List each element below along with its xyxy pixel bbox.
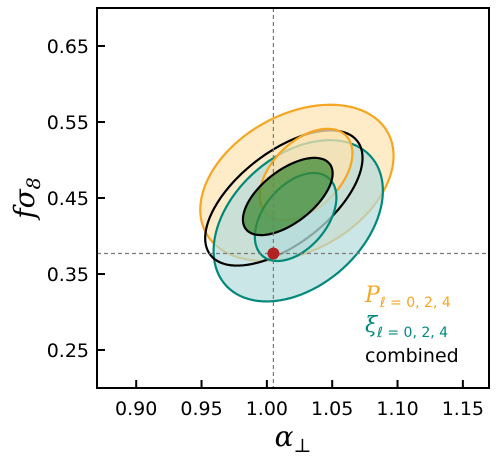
fiducial-point bbox=[267, 247, 280, 260]
y-tick-label: 0.65 bbox=[47, 36, 89, 58]
y-tick-label: 0.25 bbox=[47, 340, 89, 362]
reference-lines bbox=[97, 8, 489, 388]
y-tick-label: 0.45 bbox=[47, 188, 89, 210]
y-axis-label: fσ8 bbox=[8, 177, 45, 221]
legend-entry-2: combined bbox=[365, 345, 459, 367]
contour-1sigma-series-2 bbox=[241, 156, 334, 237]
x-tick-label: 0.95 bbox=[180, 398, 222, 420]
legend-entry-0: Pℓ = 0, 2, 4 bbox=[364, 283, 451, 311]
x-tick-label: 1.10 bbox=[376, 398, 418, 420]
x-axis-label: α⊥ bbox=[275, 420, 312, 456]
y-axis-ticks: 0.25 0.35 0.45 0.55 0.65 bbox=[47, 36, 105, 362]
contour-layer bbox=[199, 103, 395, 303]
x-tick-label: 0.90 bbox=[115, 398, 157, 420]
y-tick-label: 0.55 bbox=[47, 112, 89, 134]
x-tick-label: 1.00 bbox=[246, 398, 288, 420]
legend: Pℓ = 0, 2, 4ξℓ = 0, 2, 4 combined bbox=[364, 283, 459, 367]
y-tick-label: 0.35 bbox=[47, 264, 89, 286]
x-tick-label: 1.15 bbox=[442, 398, 484, 420]
fiducial-marker-layer bbox=[267, 247, 280, 260]
x-tick-label: 1.05 bbox=[311, 398, 353, 420]
x-axis-ticks: 0.90 0.95 1.00 1.05 1.10 1.15 bbox=[115, 380, 484, 420]
legend-entry-1: ξℓ = 0, 2, 4 bbox=[365, 313, 448, 341]
contour-2sigma-series-2 bbox=[204, 129, 364, 267]
